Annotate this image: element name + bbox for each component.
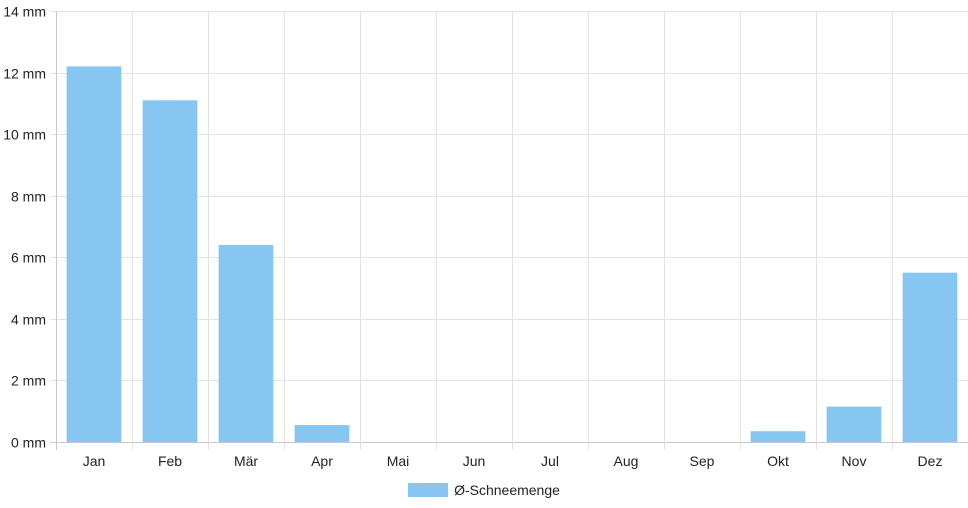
y-tick-label: 8 mm — [11, 189, 46, 205]
y-tick-label: 4 mm — [11, 312, 46, 328]
x-tick-label: Okt — [767, 453, 789, 469]
x-tick-label: Mär — [234, 453, 258, 469]
bar-0[interactable] — [66, 66, 122, 443]
bar-1[interactable] — [142, 100, 198, 443]
bar-11[interactable] — [902, 272, 958, 442]
bar-9[interactable] — [750, 431, 806, 442]
bars — [66, 66, 958, 443]
y-axis-ticks: 0 mm 2 mm 4 mm 6 mm 8 mm 10 mm 12 mm 14 mm — [3, 4, 46, 451]
y-tick-label: 14 mm — [3, 4, 46, 20]
y-tick-label: 12 mm — [3, 66, 46, 82]
x-tick-label: Feb — [158, 453, 182, 469]
x-tick-label: Nov — [842, 453, 867, 469]
grid-lines — [50, 11, 968, 450]
x-tick-label: Mai — [387, 453, 410, 469]
legend-label: Ø-Schneemenge — [454, 482, 560, 498]
y-tick-label: 0 mm — [11, 435, 46, 451]
x-tick-label: Jan — [83, 453, 106, 469]
x-axis-ticks: Jan Feb Mär Apr Mai Jun Jul Aug Sep Okt Nov Dez — [83, 453, 943, 469]
x-tick-label: Apr — [311, 453, 333, 469]
legend[interactable]: Ø-Schneemenge — [0, 478, 968, 502]
bar-3[interactable] — [294, 425, 350, 442]
x-tick-label: Dez — [918, 453, 943, 469]
x-tick-label: Sep — [690, 453, 715, 469]
bar-10[interactable] — [826, 406, 882, 442]
x-tick-label: Jul — [541, 453, 559, 469]
legend-swatch — [408, 483, 449, 497]
x-tick-label: Aug — [614, 453, 639, 469]
y-tick-label: 2 mm — [11, 373, 46, 389]
y-tick-label: 6 mm — [11, 250, 46, 266]
x-tick-label: Jun — [463, 453, 486, 469]
y-tick-label: 10 mm — [3, 127, 46, 143]
bar-2[interactable] — [218, 244, 274, 442]
